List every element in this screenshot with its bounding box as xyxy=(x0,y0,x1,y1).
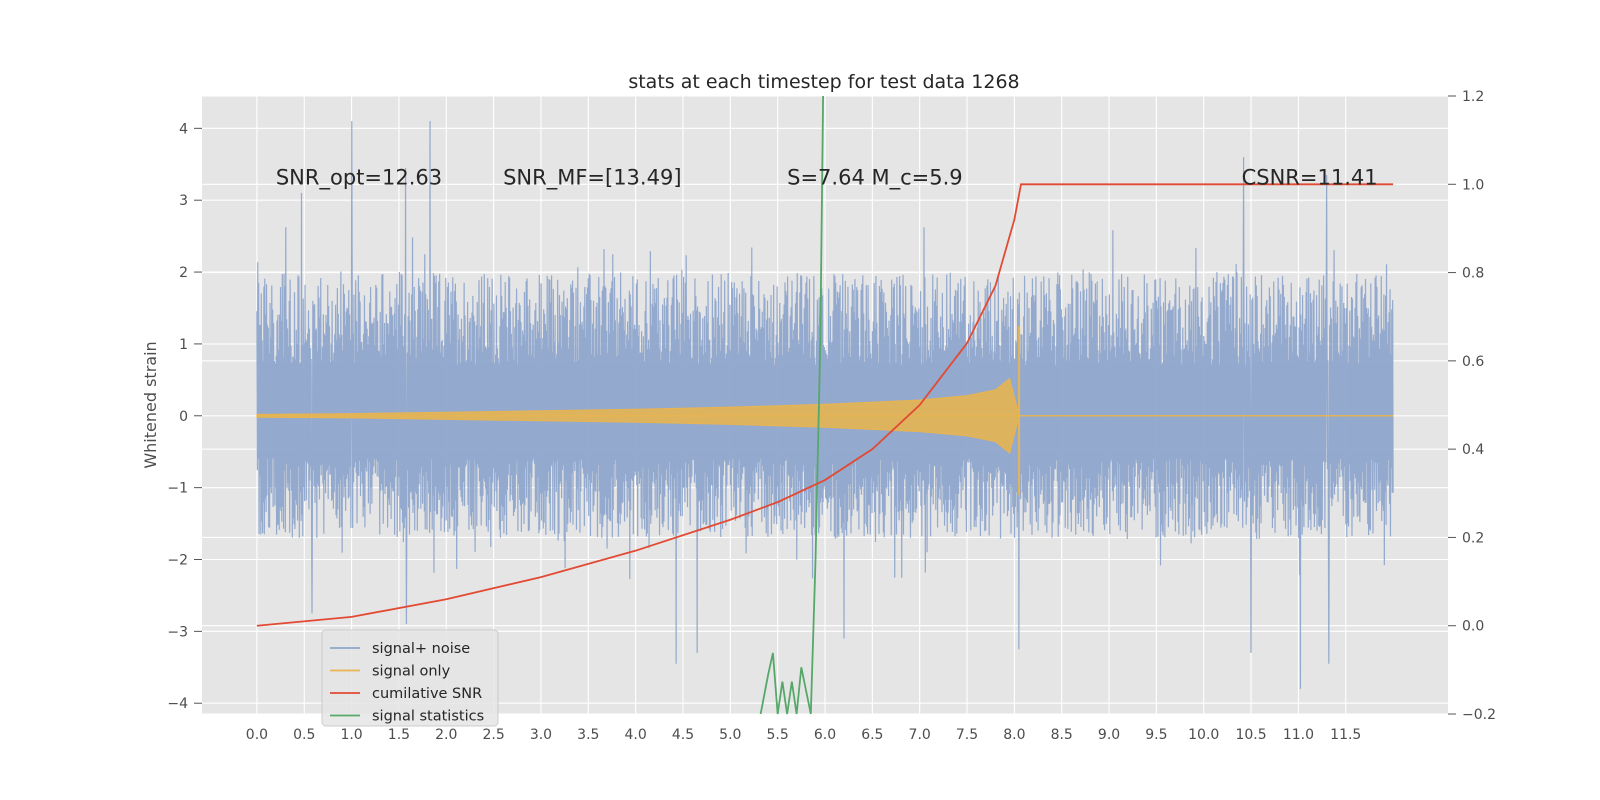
x-tick-label: 4.5 xyxy=(672,727,694,743)
y2-tick-label: −0.2 xyxy=(1462,707,1496,723)
y2-tick-label: 0.8 xyxy=(1462,266,1484,282)
x-tick-label: 0.0 xyxy=(246,727,268,743)
x-tick-label: 5.0 xyxy=(719,727,741,743)
x-tick-label: 1.0 xyxy=(340,727,362,743)
y2-tick-label: 1.0 xyxy=(1462,177,1484,193)
x-tick-label: 2.5 xyxy=(482,727,504,743)
y-tick-label: −4 xyxy=(167,696,188,712)
y-tick-label: 1 xyxy=(179,337,188,353)
x-tick-label: 9.5 xyxy=(1145,727,1167,743)
y2-tick-label: 0.2 xyxy=(1462,530,1484,546)
x-tick-label: 3.5 xyxy=(577,727,599,743)
annotation-4: CSNR=11.41 xyxy=(1242,165,1378,189)
x-tick-label: 10.0 xyxy=(1188,727,1219,743)
y-tick-label: 0 xyxy=(179,409,188,425)
cumulative-snr-series xyxy=(256,183,1394,627)
x-tick-label: 2.0 xyxy=(435,727,457,743)
y-tick-label: 3 xyxy=(179,193,188,209)
y-tick-label: 2 xyxy=(179,265,188,281)
legend-label: signal statistics xyxy=(372,709,484,725)
x-tick-label: 11.0 xyxy=(1283,727,1314,743)
x-tick-label: 10.5 xyxy=(1235,727,1266,743)
chart-title: stats at each timestep for test data 126… xyxy=(628,71,1019,93)
y2-tick-label: 1.2 xyxy=(1462,89,1484,105)
legend-label: cumilative SNR xyxy=(372,686,482,702)
axis-ticks: 0.0 0.5 1.0 1.5 2.0 2.5 3.0 3.5 4.0 4.5 5.0 5.5 6.0 6… xyxy=(167,89,1496,743)
annotation-1: SNR_opt=12.63 xyxy=(276,165,442,190)
y2-tick-label: 0.4 xyxy=(1462,442,1484,458)
x-tick-label: 7.0 xyxy=(909,727,931,743)
x-tick-label: 9.0 xyxy=(1098,727,1120,743)
x-tick-label: 11.5 xyxy=(1330,727,1361,743)
annotation-3: S=7.64 M_c=5.9 xyxy=(787,165,963,190)
y-axis-title: Whitened strain xyxy=(141,341,160,468)
x-tick-label: 7.5 xyxy=(956,727,978,743)
y-tick-label: 4 xyxy=(179,121,188,137)
annotations: SNR_opt=12.63 SNR_MF=[13.49] S=7.64 M_c=5.… xyxy=(276,165,1378,190)
y2-tick-label: 0.0 xyxy=(1462,619,1484,635)
x-tick-label: 1.5 xyxy=(388,727,410,743)
signal-statistics-series xyxy=(759,95,825,715)
x-tick-label: 8.0 xyxy=(1003,727,1025,743)
x-tick-label: 6.5 xyxy=(861,727,883,743)
x-tick-label: 5.5 xyxy=(767,727,789,743)
legend: signal+ noise signal only cumilative SNR si… xyxy=(321,629,499,727)
y-tick-label: −3 xyxy=(167,624,188,640)
y2-tick-label: 0.6 xyxy=(1462,354,1484,370)
x-tick-label: 3.0 xyxy=(530,727,552,743)
y-tick-label: −2 xyxy=(167,553,188,569)
legend-box xyxy=(321,629,499,727)
x-tick-label: 6.0 xyxy=(814,727,836,743)
legend-label: signal only xyxy=(372,664,451,680)
x-tick-label: 8.5 xyxy=(1051,727,1073,743)
series-layer xyxy=(256,95,1394,715)
annotation-2: SNR_MF=[13.49] xyxy=(503,165,681,190)
x-tick-label: 0.5 xyxy=(293,727,315,743)
legend-label: signal+ noise xyxy=(372,641,470,657)
x-tick-label: 4.0 xyxy=(625,727,647,743)
y-tick-label: −1 xyxy=(167,481,188,497)
